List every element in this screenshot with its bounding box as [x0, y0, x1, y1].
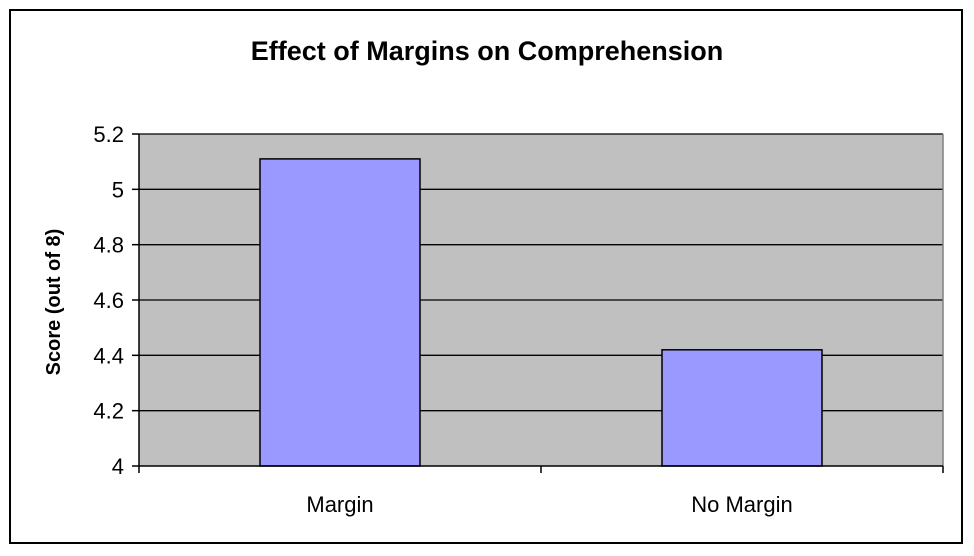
- x-tick-label: Margin: [306, 492, 373, 517]
- y-tick-label: 5: [112, 177, 124, 202]
- y-axis-label: Score (out of 8): [43, 229, 65, 376]
- y-tick-label: 4.6: [93, 288, 124, 313]
- y-tick-label: 4: [112, 454, 124, 479]
- y-tick-label: 4.4: [93, 343, 124, 368]
- chart-title: Effect of Margins on Comprehension: [251, 36, 724, 66]
- y-tick-label: 4.2: [93, 399, 124, 424]
- plot-area: 4 4.2 4.4 4.6 4.8 5 5.2 Margin No Margin: [93, 122, 944, 517]
- y-tick-label: 5.2: [93, 122, 124, 147]
- y-tick-label: 4.8: [93, 233, 124, 258]
- x-tick-label: No Margin: [691, 492, 792, 517]
- bar-margin: [259, 158, 421, 467]
- bar-no-margin: [661, 349, 823, 467]
